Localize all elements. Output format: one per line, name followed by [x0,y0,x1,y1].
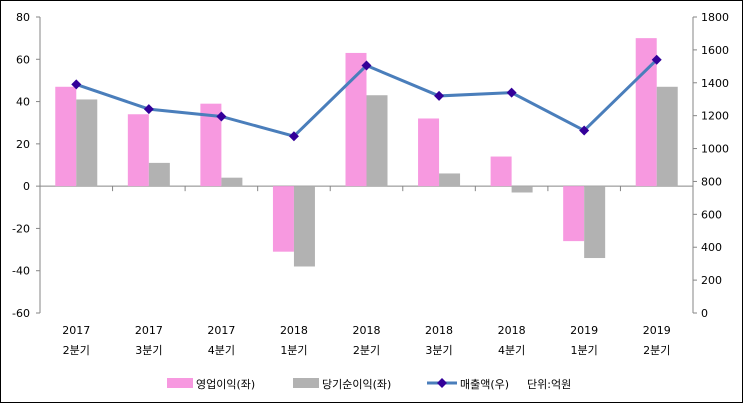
left-tick-label: -40 [12,265,30,278]
category-label-year: 2017 [135,324,163,337]
revenue-marker [143,104,154,115]
category-label-quarter: 1분기 [571,344,598,357]
category-label-quarter: 2분기 [353,344,380,357]
category-label-year: 2018 [280,324,308,337]
bar-operating-profit [272,186,294,252]
right-tick-label: 1000 [701,143,729,156]
bar-operating-profit [490,156,512,187]
bar-operating-profit [200,103,222,187]
revenue-marker [216,111,227,122]
revenue-marker [361,60,372,71]
legend-label-net-income: 당기순이익(좌) [322,378,391,391]
revenue-marker [434,90,445,101]
right-tick-label: 1400 [701,77,729,90]
revenue-marker [71,79,82,90]
right-tick-label: 1200 [701,110,729,123]
right-tick-label: 600 [701,208,722,221]
category-label-quarter: 1분기 [280,344,307,357]
right-tick-label: 0 [701,307,708,320]
category-label-quarter: 4분기 [208,344,235,357]
left-tick-label: 20 [16,138,30,151]
category-label-quarter: 4분기 [498,344,525,357]
category-label-year: 2019 [570,324,598,337]
category-label-year: 2017 [207,324,235,337]
bar-net-income [584,186,606,259]
legend-swatch-net-income [293,378,319,388]
revenue-marker [288,131,299,142]
category-label-quarter: 2분기 [63,344,90,357]
bar-net-income [293,186,315,267]
right-tick-label: 200 [701,274,722,287]
category-label-quarter: 3분기 [425,344,452,357]
legend-marker-revenue [437,378,447,388]
left-tick-label: 0 [23,180,30,193]
bar-net-income [148,162,170,187]
category-label-quarter: 2분기 [643,344,670,357]
bar-operating-profit [55,86,77,187]
category-label-year: 2018 [425,324,453,337]
right-tick-label: 400 [701,241,722,254]
right-tick-label: 1800 [701,11,729,24]
category-label-year: 2017 [62,324,90,337]
bar-operating-profit [418,118,440,187]
bar-net-income [439,173,461,187]
bar-net-income [76,99,98,187]
left-tick-label: 40 [16,96,30,109]
category-label-year: 2018 [498,324,526,337]
category-label-quarter: 3분기 [135,344,162,357]
bar-operating-profit [345,52,367,187]
legend-swatch-operating-profit [167,378,193,388]
revenue-marker [506,87,517,98]
bar-net-income [366,95,388,187]
left-tick-label: 80 [16,11,30,24]
left-tick-label: 60 [16,53,30,66]
category-label-year: 2019 [643,324,671,337]
bar-operating-profit [563,186,585,242]
right-tick-label: 800 [701,175,722,188]
legend-label-revenue: 매출액(우) [460,378,509,391]
revenue-marker [579,125,590,136]
bar-net-income [221,177,243,187]
bar-net-income [656,86,678,187]
bar-operating-profit [127,114,149,187]
revenue-marker [651,54,662,65]
right-tick-label: 1600 [701,44,729,57]
category-label-year: 2018 [353,324,381,337]
legend-label-operating-profit: 영업이익(좌) [196,378,255,391]
bar-net-income [511,186,533,193]
unit-note: 단위:억원 [527,378,571,391]
left-tick-label: -20 [12,222,30,235]
left-tick-label: -60 [12,307,30,320]
